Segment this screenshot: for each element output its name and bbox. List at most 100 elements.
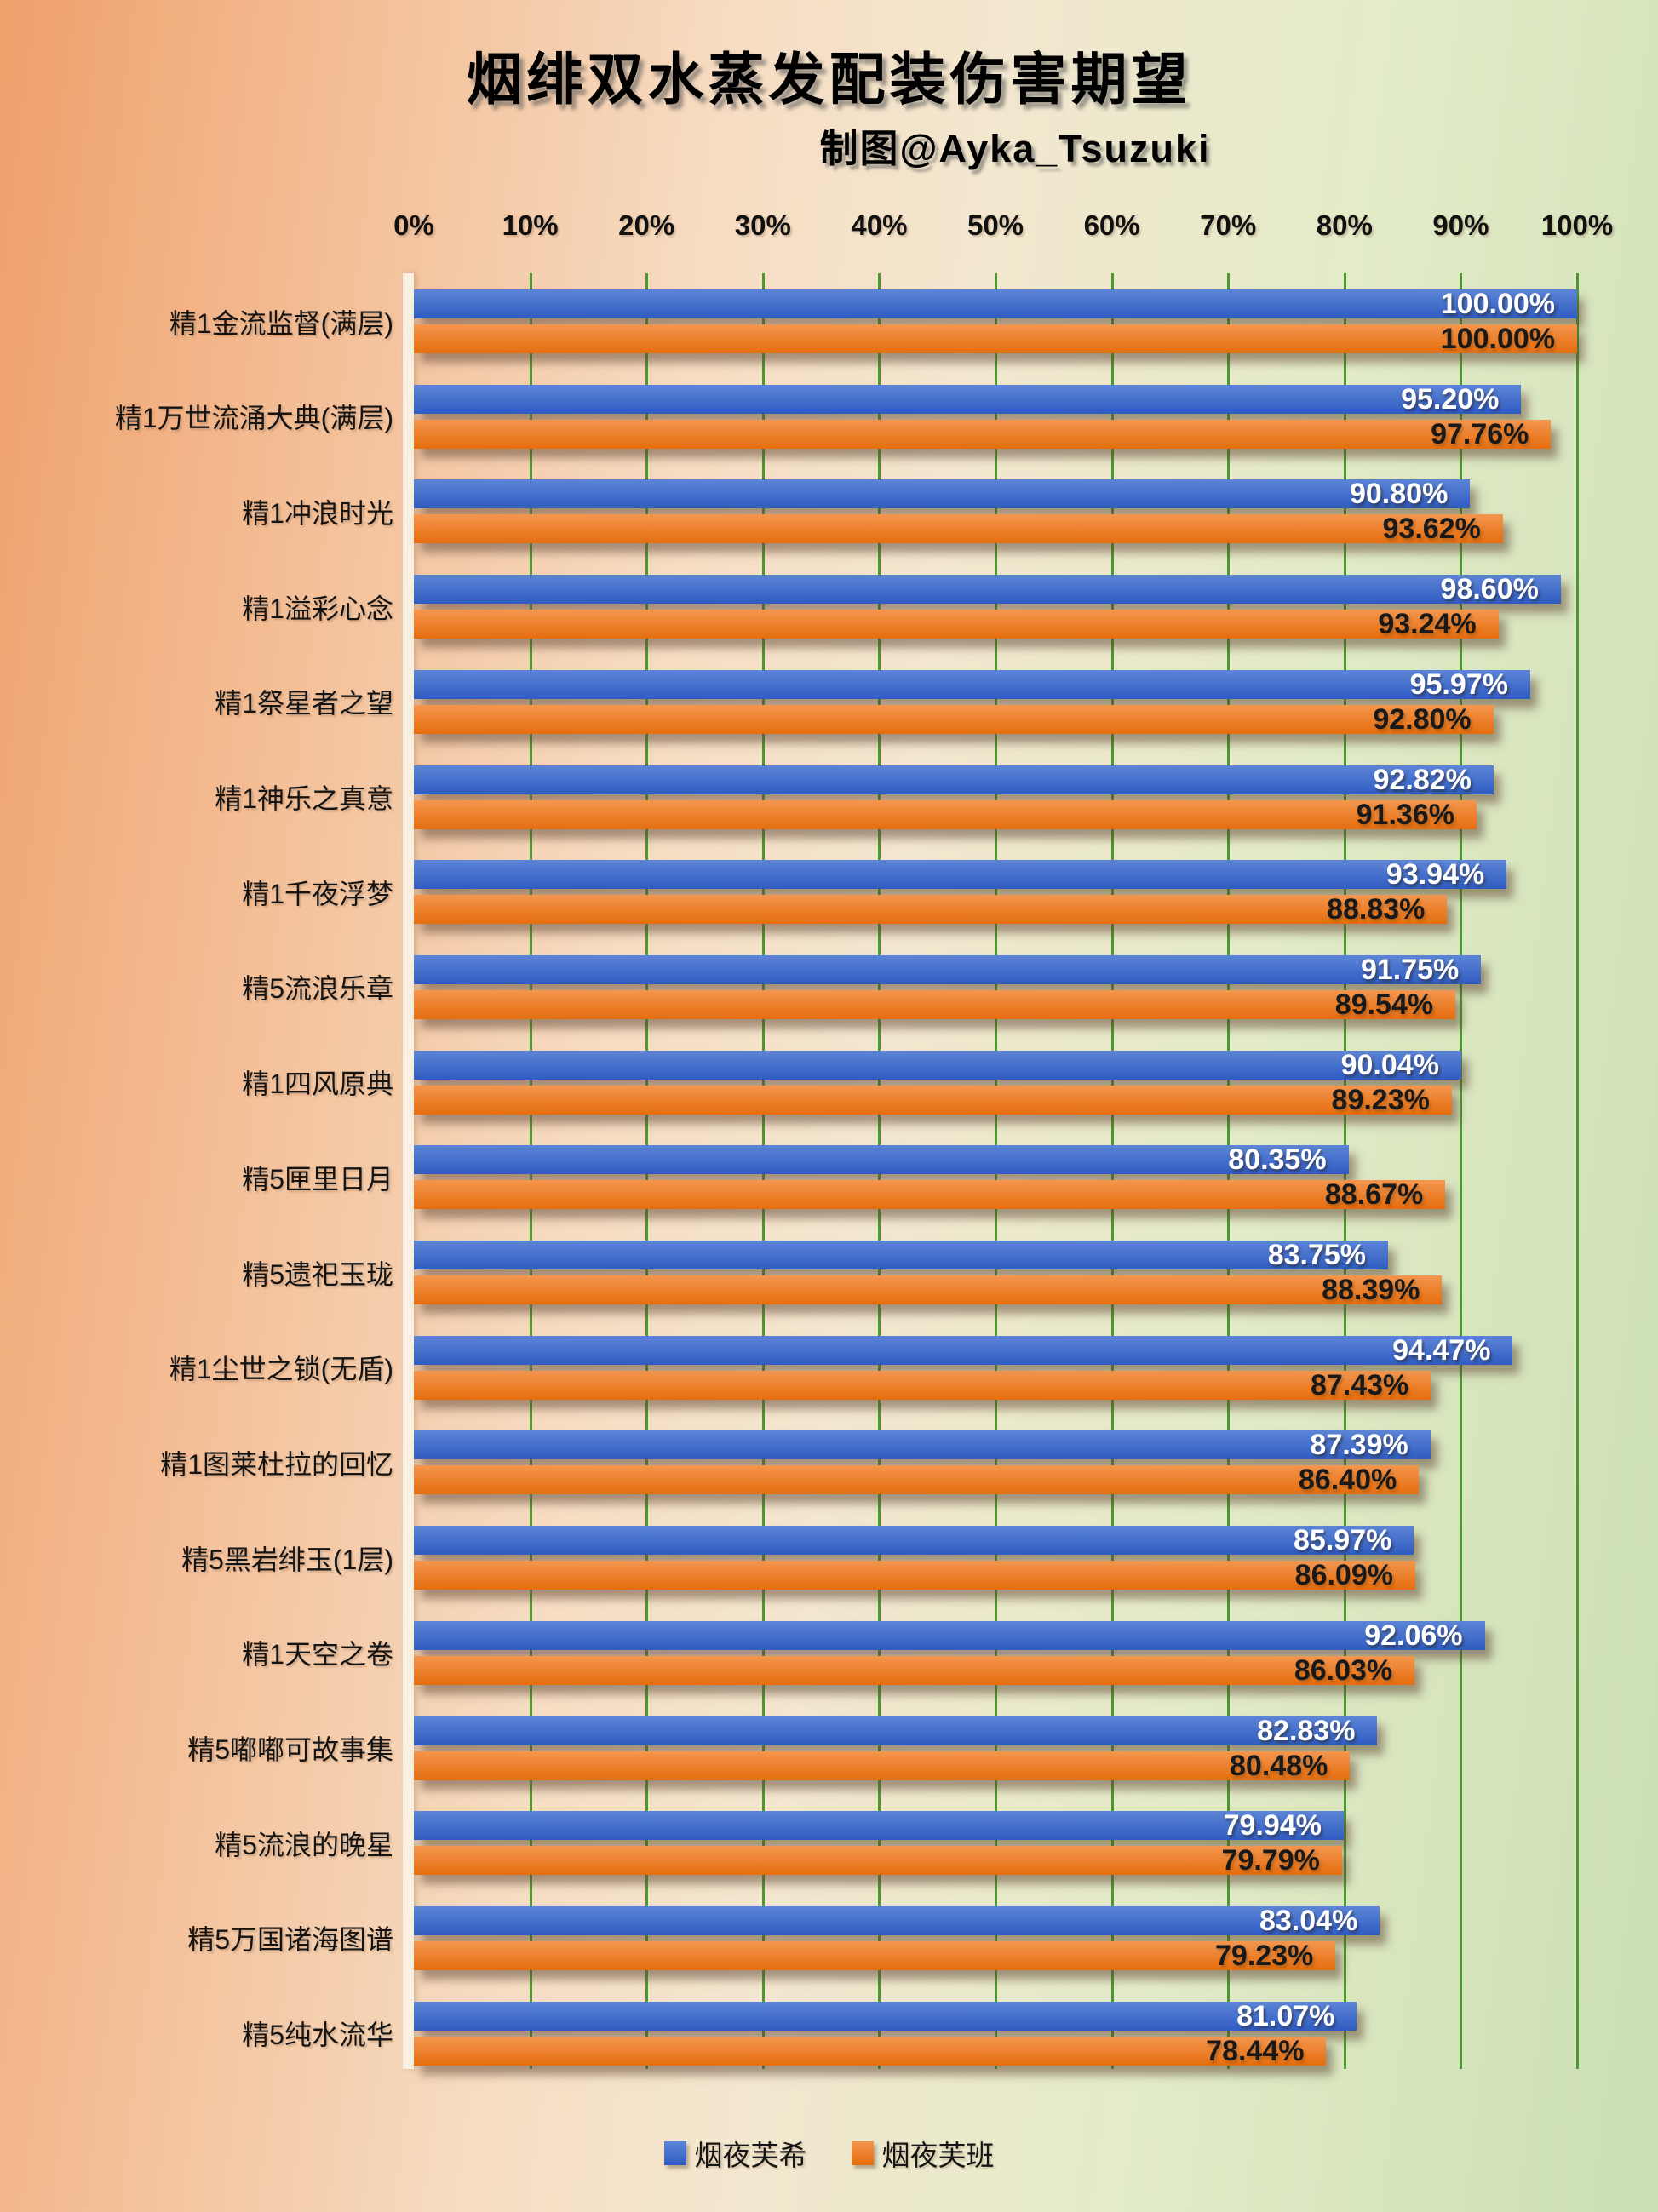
bar-烟夜芙希-精1冲浪时光: 90.80% [414,478,1471,511]
category-label: 精1天空之卷 [242,1639,393,1670]
bar-value-label: 88.67% [1324,1178,1424,1212]
bar-烟夜芙希-精1万世流涌大典(满层): 95.20% [414,382,1522,415]
bar-value-label: 78.44% [1206,2034,1305,2067]
legend-item: 烟夜芙班 [851,2133,995,2174]
bar-烟夜芙班-精1万世流涌大典(满层): 97.76% [414,419,1552,449]
legend-swatch [663,2141,686,2165]
bar-烟夜芙班-精5流浪的晚星: 79.79% [414,1844,1342,1877]
bar-烟夜芙班-精5匣里日月: 88.67% [414,1178,1446,1212]
bar-烟夜芙希-精1天空之卷: 92.06% [414,1619,1485,1652]
bar-烟夜芙希-精5嘟嘟可故事集: 82.83% [414,1714,1378,1747]
gridline [1576,273,1579,2069]
bar-value-label: 86.03% [1294,1653,1393,1687]
bar-烟夜芙希-精1尘世之锁(无盾): 94.47% [414,1333,1513,1367]
category-label: 精5遗祀玉珑 [242,1258,393,1290]
category-label: 精1图莱杜拉的回忆 [160,1448,393,1480]
x-axis-tick-label: 100% [1540,209,1614,241]
category-label: 精5嘟嘟可故事集 [187,1734,393,1765]
bar-value-label: 81.07% [1236,1999,1335,2032]
bar-烟夜芙班-精1祭星者之望: 92.80% [414,702,1494,736]
chart-title: 烟绯双水蒸发配装伤害期望 [466,48,1192,111]
bar-value-label: 89.23% [1331,1083,1430,1116]
bar-烟夜芙班-精1金流监督(满层): 100.00% [414,324,1577,353]
x-axis-tick-label: 60% [1083,209,1140,241]
bar-烟夜芙班-精5遗祀玉珑: 88.39% [414,1274,1443,1306]
legend-item: 烟夜芙希 [663,2133,807,2174]
bar-value-label: 86.09% [1294,1559,1393,1592]
bar-烟夜芙希-精1祭星者之望: 95.97% [414,668,1530,701]
category-label: 精1冲浪时光 [242,497,393,529]
bar-烟夜芙希-精1溢彩心念: 98.60% [414,573,1561,606]
bar-value-label: 82.83% [1257,1714,1356,1747]
legend-swatch [851,2141,874,2165]
x-axis-tick-label: 20% [618,209,675,241]
category-label: 精1溢彩心念 [242,593,393,624]
bar-value-label: 85.97% [1294,1524,1392,1557]
bar-value-label: 92.82% [1373,763,1472,796]
bar-value-label: 98.60% [1440,573,1539,606]
category-label: 精5匣里日月 [242,1163,393,1195]
category-label: 精1金流监督(满层) [169,307,393,339]
bar-value-label: 79.79% [1221,1844,1320,1877]
bar-烟夜芙希-精5纯水流华: 81.07% [414,1999,1357,2032]
bar-烟夜芙班-精1尘世之锁(无盾): 87.43% [414,1370,1431,1400]
bar-烟夜芙希-精5万国诸海图谱: 83.04% [414,1905,1380,1935]
bar-烟夜芙希-精5流浪乐章: 91.75% [414,953,1482,986]
bar-value-label: 93.94% [1385,858,1485,891]
bar-value-label: 90.80% [1349,478,1449,511]
bar-value-label: 86.40% [1298,1464,1397,1497]
bar-烟夜芙班-精1千夜浮梦: 88.83% [414,893,1448,926]
legend-label: 烟夜芙班 [881,2140,995,2171]
category-label: 精1万世流涌大典(满层) [114,403,393,434]
category-label: 精1尘世之锁(无盾) [169,1354,393,1385]
bar-value-label: 95.20% [1401,382,1500,415]
bar-value-label: 83.75% [1267,1239,1367,1271]
bar-烟夜芙班-精5万国诸海图谱: 79.23% [414,1939,1336,1972]
category-label: 精1千夜浮梦 [242,878,393,909]
bar-value-label: 79.94% [1223,1809,1322,1842]
bar-value-label: 100.00% [1440,288,1555,320]
bar-烟夜芙班-精1神乐之真意: 91.36% [414,798,1477,831]
chart-subtitle: 制图@Ayka_Tsuzuki [819,127,1211,170]
bar-value-label: 88.83% [1327,893,1426,926]
category-label: 精1四风原典 [242,1069,393,1100]
category-label: 精5纯水流华 [242,2020,393,2051]
bar-烟夜芙希-精5流浪的晚星: 79.94% [414,1809,1344,1842]
bar-value-label: 94.47% [1392,1333,1491,1367]
bar-value-label: 91.75% [1360,953,1460,986]
bar-烟夜芙希-精5匣里日月: 80.35% [414,1143,1349,1177]
x-axis-tick-label: 50% [967,209,1024,241]
bar-value-label: 90.04% [1340,1048,1439,1081]
bar-烟夜芙希-精1神乐之真意: 92.82% [414,765,1494,794]
bar-烟夜芙班-精1溢彩心念: 93.24% [414,610,1499,639]
legend: 烟夜芙希 烟夜芙班 [663,2133,995,2174]
category-label: 精5流浪乐章 [242,973,393,1005]
y-axis-line [403,273,414,2069]
bar-value-label: 92.80% [1373,702,1472,736]
bar-烟夜芙班-精5流浪乐章: 89.54% [414,989,1456,1019]
bar-value-label: 79.23% [1214,1939,1314,1972]
x-axis-tick-label: 90% [1432,209,1489,241]
bar-value-label: 93.24% [1378,608,1477,641]
bar-烟夜芙班-精5嘟嘟可故事集: 80.48% [414,1751,1351,1780]
bar-烟夜芙希-精1四风原典: 90.04% [414,1048,1461,1081]
bar-烟夜芙班-精1图莱杜拉的回忆: 86.40% [414,1464,1420,1497]
category-label: 精1神乐之真意 [215,783,393,814]
gridline [1460,273,1463,2069]
bar-烟夜芙班-精5纯水流华: 78.44% [414,2034,1327,2067]
bar-value-label: 95.97% [1409,668,1508,701]
bar-烟夜芙班-精1天空之卷: 86.03% [414,1653,1415,1687]
bar-value-label: 92.06% [1364,1619,1463,1652]
category-label: 精5流浪的晚星 [215,1829,393,1860]
x-axis-tick-label: 70% [1200,209,1257,241]
bar-value-label: 93.62% [1382,513,1481,546]
x-axis-tick-label: 10% [502,209,559,241]
bar-烟夜芙班-精5黑岩绯玉(1层): 86.09% [414,1561,1415,1590]
bar-value-label: 88.39% [1322,1274,1420,1306]
bar-烟夜芙希-精1图莱杜拉的回忆: 87.39% [414,1430,1431,1460]
bar-value-label: 91.36% [1356,798,1454,831]
category-label: 精5万国诸海图谱 [187,1924,393,1956]
x-axis-tick-label: 0% [393,209,434,241]
bar-value-label: 80.35% [1228,1143,1327,1177]
